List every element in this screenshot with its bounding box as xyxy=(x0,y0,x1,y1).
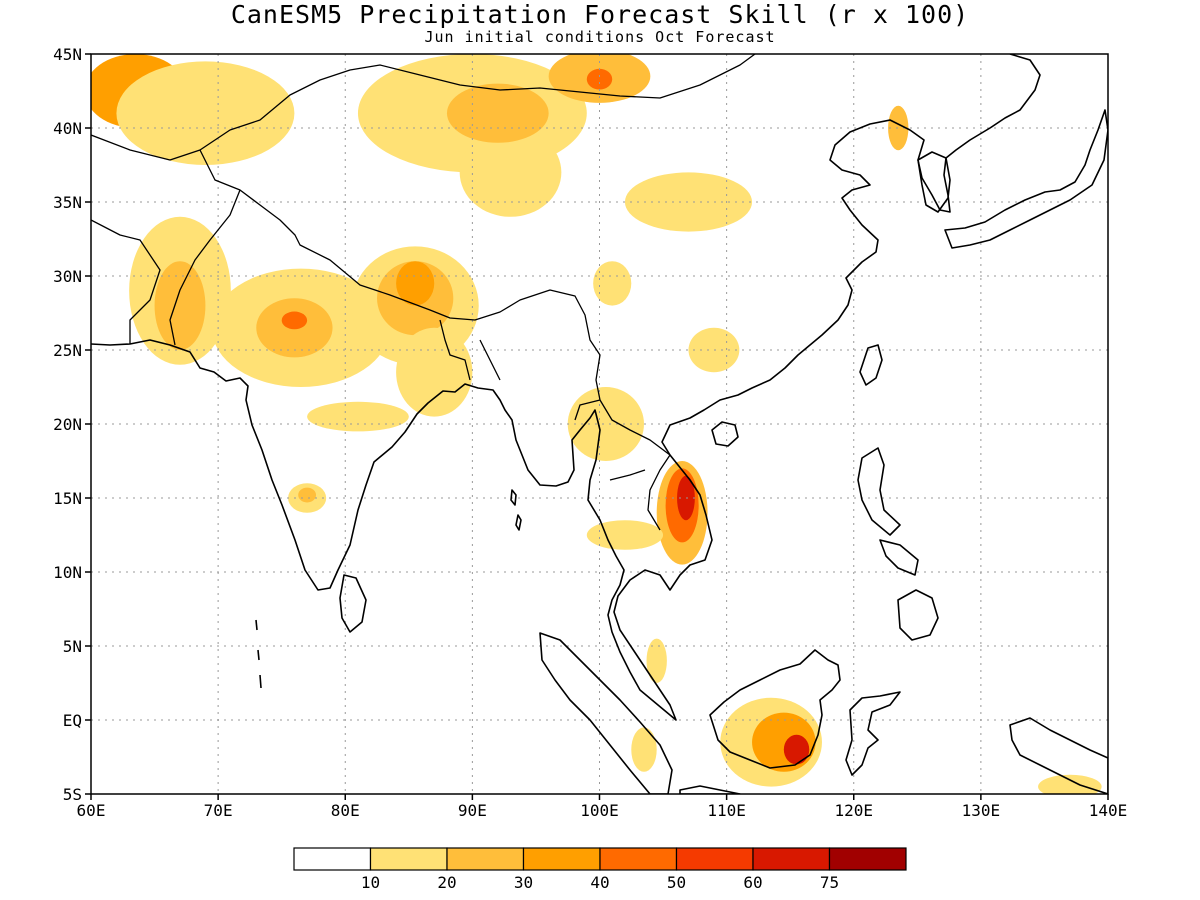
colorbar-swatch xyxy=(446,847,525,871)
lon-tick-label: 70E xyxy=(204,801,233,820)
skill-region-3 xyxy=(154,261,206,350)
coastline-java xyxy=(679,785,741,794)
colorbar-label: 30 xyxy=(514,873,533,892)
lat-tick-label: 30N xyxy=(53,267,82,286)
coastline-hainan xyxy=(711,421,739,447)
lon-tick-label: 120E xyxy=(834,801,873,820)
skill-region-16 xyxy=(586,68,613,90)
lat-tick-label: 5N xyxy=(63,637,82,656)
coastline-japan xyxy=(944,109,1108,249)
lat-tick-label: 15N xyxy=(53,489,82,508)
colorbar-swatch xyxy=(675,847,754,871)
lat-tick-label: 35N xyxy=(53,193,82,212)
skill-region-32 xyxy=(631,727,657,772)
lat-tick-label: 40N xyxy=(53,119,82,138)
lat-tick-label: 45N xyxy=(53,45,82,64)
coastline-korea xyxy=(917,151,951,213)
skill-region-33 xyxy=(1038,774,1102,794)
coastline-maldives xyxy=(255,619,262,689)
skill-region-26 xyxy=(888,105,909,151)
skill-region-17 xyxy=(624,172,753,232)
coastline-andaman xyxy=(510,489,522,531)
graticule xyxy=(91,54,1108,794)
skill-region-14 xyxy=(446,83,549,143)
skill-region-6 xyxy=(281,311,308,330)
colorbar-label: 20 xyxy=(437,873,456,892)
skill-region-10 xyxy=(396,327,473,417)
skill-region-13 xyxy=(459,127,562,217)
colorbar-swatch xyxy=(369,847,448,871)
colorbar-swatch xyxy=(828,847,907,871)
lon-tick-label: 60E xyxy=(77,801,106,820)
colorbar-label: 50 xyxy=(667,873,686,892)
colorbar-swatch xyxy=(293,847,372,871)
coastline-borneo xyxy=(709,649,841,769)
skill-field xyxy=(91,54,1102,794)
border-lines xyxy=(91,54,756,531)
colorbar-label: 40 xyxy=(590,873,609,892)
lon-tick-label: 80E xyxy=(331,801,360,820)
colorbar-swatch xyxy=(599,847,678,871)
skill-region-27 xyxy=(567,387,644,461)
coastline-mainland xyxy=(91,54,1041,721)
lat-tick-label: 5S xyxy=(63,785,82,804)
lon-tick-label: 140E xyxy=(1089,801,1128,820)
skill-region-19 xyxy=(688,327,740,373)
lon-tick-label: 90E xyxy=(458,801,487,820)
coastline-taiwan xyxy=(859,344,883,386)
map-title: CanESM5 Precipitation Forecast Skill (r … xyxy=(230,0,970,29)
coastline-srilanka xyxy=(339,574,367,633)
coastline-visayas xyxy=(879,539,919,576)
lat-tick-label: 20N xyxy=(53,415,82,434)
coastline-newguinea xyxy=(1009,717,1108,794)
lon-tick-label: 130E xyxy=(962,801,1001,820)
axis-ticks: 60E 70E 80E 90E 100E 110E 120E 130E 140E 45N 40N 35… xyxy=(53,45,1127,820)
map-subtitle: Jun initial conditions Oct Forecast xyxy=(424,28,776,46)
coastline-luzon xyxy=(857,447,901,536)
colorbar: 10 20 30 40 50 60 75 xyxy=(293,847,907,892)
colorbar-label: 10 xyxy=(361,873,380,892)
colorbar-label: 60 xyxy=(743,873,762,892)
colorbar-swatch xyxy=(752,847,831,871)
coastline-sulawesi xyxy=(845,691,901,776)
lon-tick-label: 110E xyxy=(707,801,746,820)
lon-tick-label: 100E xyxy=(580,801,619,820)
skill-region-1 xyxy=(116,61,295,166)
coastline-sumatra xyxy=(539,632,673,794)
lat-tick-label: 10N xyxy=(53,563,82,582)
skill-region-9 xyxy=(396,261,435,306)
lat-tick-label: 25N xyxy=(53,341,82,360)
colorbar-swatch xyxy=(522,847,601,871)
skill-region-31 xyxy=(646,638,667,683)
coastline-mindanao xyxy=(897,589,939,641)
skill-region-28 xyxy=(586,520,664,550)
skill-region-11 xyxy=(307,401,409,432)
skill-region-18 xyxy=(593,261,632,306)
lat-tick-label: EQ xyxy=(63,711,82,730)
skill-region-22 xyxy=(677,475,695,521)
skill-region-30 xyxy=(298,487,317,503)
skill-region-25 xyxy=(783,734,810,765)
colorbar-label: 75 xyxy=(820,873,839,892)
coastlines xyxy=(91,54,1108,794)
